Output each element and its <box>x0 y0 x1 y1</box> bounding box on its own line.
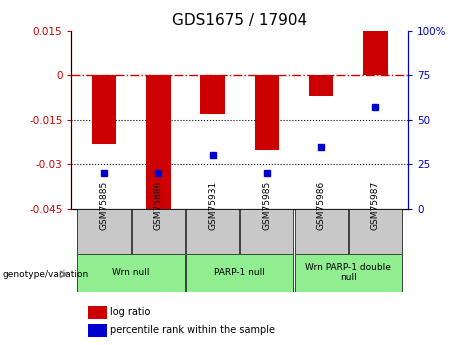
Text: GSM75986: GSM75986 <box>317 181 325 230</box>
Text: GSM75987: GSM75987 <box>371 181 380 230</box>
Text: log ratio: log ratio <box>110 307 151 317</box>
Bar <box>309 76 333 96</box>
Text: percentile rank within the sample: percentile rank within the sample <box>110 325 275 335</box>
Text: GSM75885: GSM75885 <box>100 181 108 230</box>
Text: GSM75985: GSM75985 <box>262 181 272 230</box>
Bar <box>201 76 225 114</box>
Bar <box>254 76 279 149</box>
Bar <box>146 76 171 212</box>
Text: PARP-1 null: PARP-1 null <box>214 268 265 277</box>
FancyBboxPatch shape <box>186 209 239 254</box>
Bar <box>363 31 388 76</box>
FancyBboxPatch shape <box>295 209 348 254</box>
FancyBboxPatch shape <box>77 254 185 292</box>
Text: genotype/variation: genotype/variation <box>2 270 89 279</box>
Text: GSM75931: GSM75931 <box>208 181 217 230</box>
Bar <box>89 324 107 337</box>
Text: Wrn null: Wrn null <box>112 268 150 277</box>
Bar <box>89 306 107 319</box>
FancyBboxPatch shape <box>186 254 294 292</box>
FancyBboxPatch shape <box>295 254 402 292</box>
Title: GDS1675 / 17904: GDS1675 / 17904 <box>172 13 307 29</box>
FancyBboxPatch shape <box>77 209 130 254</box>
Text: GSM75886: GSM75886 <box>154 181 163 230</box>
FancyBboxPatch shape <box>132 209 185 254</box>
FancyBboxPatch shape <box>240 209 294 254</box>
FancyBboxPatch shape <box>349 209 402 254</box>
Text: Wrn PARP-1 double
null: Wrn PARP-1 double null <box>305 263 391 282</box>
Bar <box>92 76 116 144</box>
